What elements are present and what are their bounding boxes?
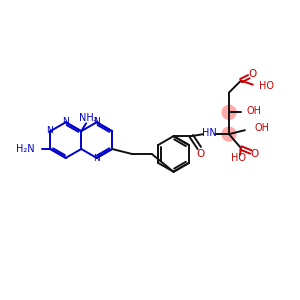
Text: OH: OH [247, 106, 262, 116]
Text: N: N [93, 117, 100, 126]
Text: NH₂: NH₂ [79, 113, 98, 123]
Text: N: N [93, 154, 100, 164]
Circle shape [222, 105, 236, 119]
Circle shape [222, 127, 236, 141]
Text: H₂N: H₂N [16, 144, 34, 154]
Text: O: O [249, 69, 257, 79]
Text: O: O [196, 149, 204, 159]
Text: N: N [46, 126, 53, 135]
Text: OH: OH [255, 123, 270, 133]
Text: HN: HN [202, 128, 217, 138]
Text: HO: HO [231, 153, 246, 163]
Text: N: N [62, 117, 69, 126]
Text: HO: HO [259, 81, 274, 91]
Text: O: O [251, 149, 259, 159]
